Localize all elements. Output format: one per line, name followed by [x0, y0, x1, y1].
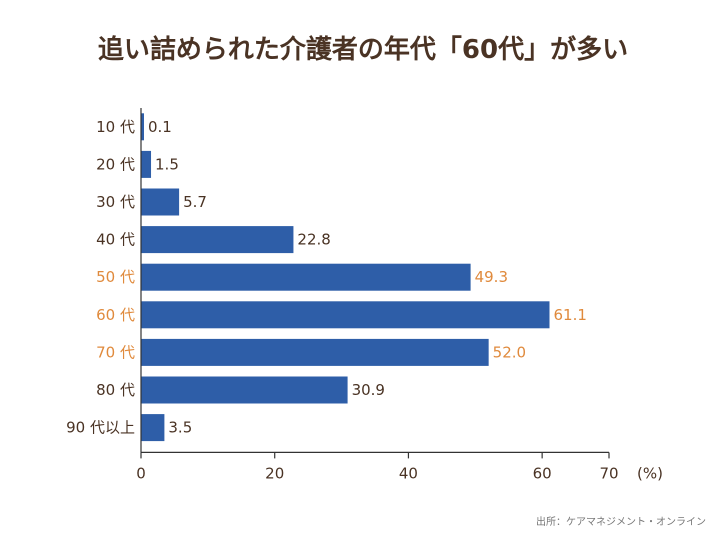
value-label: 1.5 — [155, 155, 179, 173]
x-tick-label: 60 — [533, 464, 552, 482]
category-label: 80 代 — [96, 381, 135, 399]
x-tick-label: 0 — [136, 464, 146, 482]
bar-70 — [141, 338, 489, 366]
bar-30 — [141, 188, 180, 216]
value-label: 61.1 — [553, 306, 586, 324]
value-label: 52.0 — [493, 343, 526, 361]
value-label: 5.7 — [183, 193, 207, 211]
bar-50 — [141, 263, 471, 291]
category-label: 40 代 — [96, 231, 135, 249]
value-label: 30.9 — [352, 381, 385, 399]
bar-10 — [141, 113, 144, 141]
bar-80 — [141, 376, 348, 404]
labels-group: 10 代 0.1 20 代 1.5 30 代 5.7 40 代 22.8 50 代 49.3 60 … — [66, 118, 587, 437]
value-label: 49.3 — [475, 268, 508, 286]
value-label: 0.1 — [148, 118, 172, 136]
x-tick-label: 70 — [599, 464, 618, 482]
category-label: 10 代 — [96, 118, 135, 136]
value-label: 22.8 — [297, 231, 330, 249]
bar-40 — [141, 226, 294, 254]
category-label: 60 代 — [96, 306, 135, 324]
bar-60 — [141, 301, 550, 329]
category-label: 20 代 — [96, 155, 135, 173]
category-label: 50 代 — [96, 268, 135, 286]
category-label: 70 代 — [96, 343, 135, 361]
chart-title: 追い詰められた介護者の年代「60代」が多い — [98, 34, 628, 65]
bar-90 — [141, 414, 165, 442]
category-label: 30 代 — [96, 193, 135, 211]
category-label: 90 代以上 — [66, 419, 135, 437]
bar-20 — [141, 150, 152, 178]
unit-label: (%) — [637, 464, 663, 482]
x-tick-label: 20 — [265, 464, 284, 482]
bars-group — [141, 113, 550, 442]
source-note: 出所：ケアマネジメント・オンライン — [536, 515, 706, 528]
x-tick-label: 40 — [399, 464, 418, 482]
x-ticks-group: 0 20 40 60 70 — [136, 452, 619, 482]
value-label: 3.5 — [168, 419, 192, 437]
